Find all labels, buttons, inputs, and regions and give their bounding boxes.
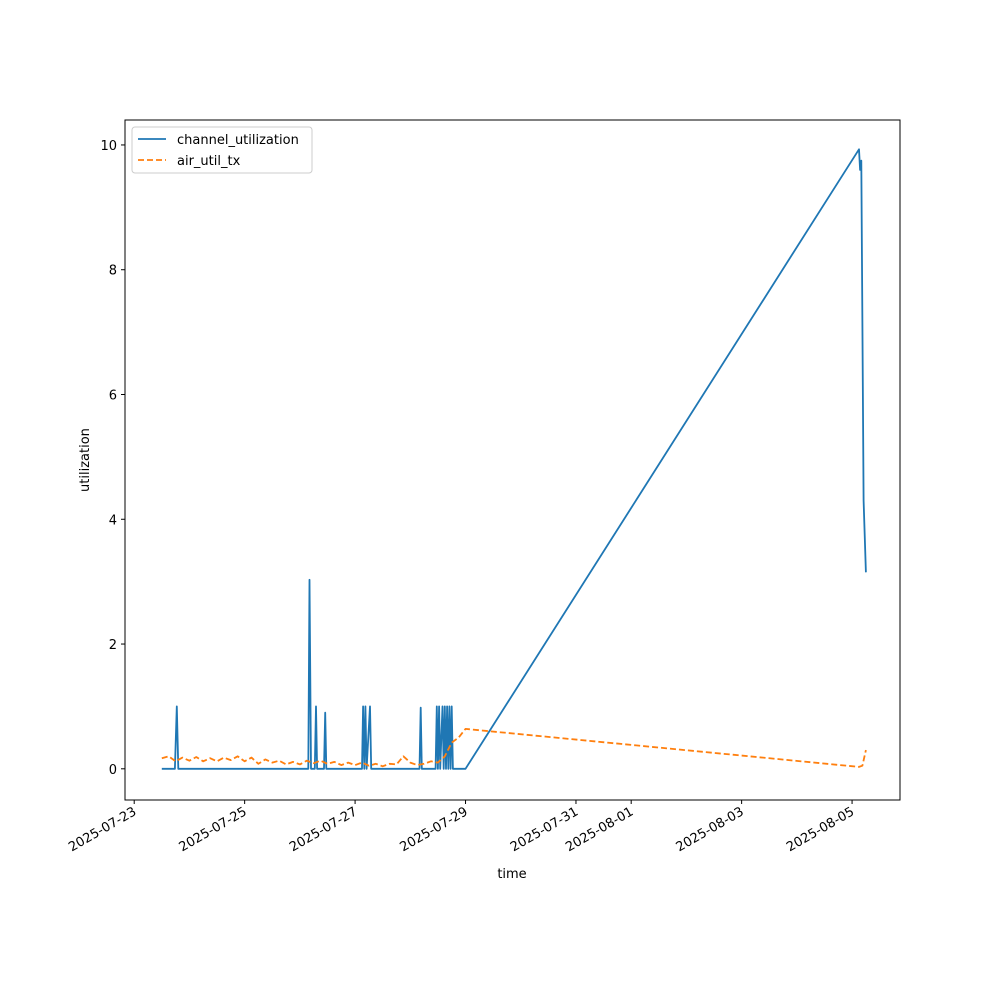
plot-area xyxy=(124,119,901,801)
y-tick-label: 2 xyxy=(109,638,117,653)
x-axis-label: time xyxy=(497,867,526,882)
y-tick-label: 10 xyxy=(100,139,117,154)
y-axis-label: utilization xyxy=(78,428,93,492)
legend-box xyxy=(131,126,313,174)
legend: channel_utilization air_util_tx xyxy=(131,126,313,174)
series-layer xyxy=(161,148,867,770)
y-tick-label: 4 xyxy=(109,513,117,528)
axes-frame xyxy=(124,119,901,801)
legend-label-air-util-tx: air_util_tx xyxy=(177,154,241,169)
y-tick-label: 6 xyxy=(109,388,117,403)
series-line-channel-utilization xyxy=(161,148,867,770)
legend-label-channel-utilization: channel_utilization xyxy=(177,133,299,148)
y-tick-label: 0 xyxy=(109,763,117,778)
y-axis: 0 2 4 6 8 10 xyxy=(100,139,125,778)
series-line-air-util-tx xyxy=(161,728,867,768)
y-tick-label: 8 xyxy=(109,264,117,279)
